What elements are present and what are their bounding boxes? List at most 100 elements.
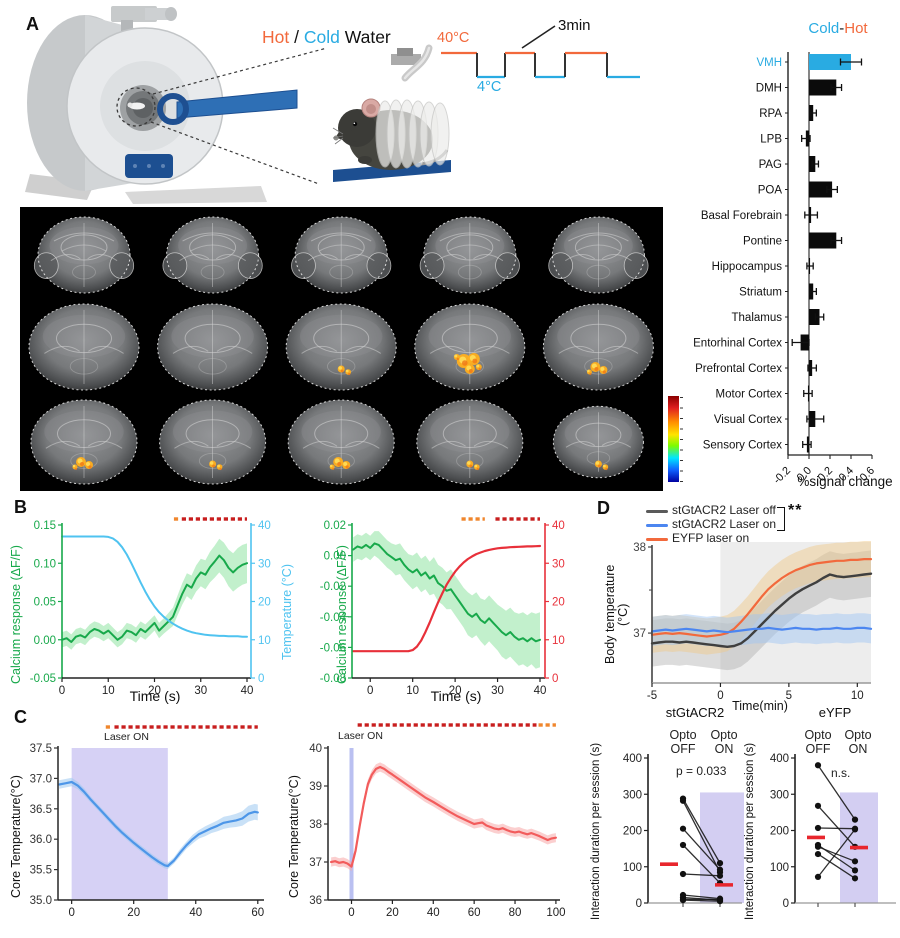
activation-blob xyxy=(599,366,608,374)
header-opto-on-right: Opto ON xyxy=(844,728,872,757)
activation-blob xyxy=(590,362,601,372)
brain-slice xyxy=(28,303,140,391)
x-tick-label: 40 xyxy=(189,907,202,919)
c-right-ylabel: Core Temperature(°C) xyxy=(287,775,301,899)
x-tick-label: 60 xyxy=(251,907,264,919)
data-point-off xyxy=(814,802,822,809)
y-tick-label: 35.5 xyxy=(30,865,52,877)
legend-swatch-laser-on xyxy=(646,524,668,527)
panel-b-label: B xyxy=(14,497,27,517)
y2-tick-label: 0 xyxy=(258,673,264,685)
chart-body-temperature: -5 0 5 10 37 38 xyxy=(633,541,873,702)
y-tick-label: 36.5 xyxy=(30,804,52,816)
chart-signal-change-bars: VMH DMH RPA LPB PAG POA Basal Forebrain Pontine… xyxy=(693,52,877,487)
y-tick-label: 0 xyxy=(783,898,789,910)
y-tick-label: 37 xyxy=(309,857,322,869)
brain-slice xyxy=(291,216,392,294)
bar-category-label: DMH xyxy=(756,83,782,95)
shaded-region xyxy=(71,748,168,900)
b-left-ylabel: Calcium response (ΔF/F) xyxy=(9,545,23,685)
series-temperature xyxy=(61,535,248,638)
y2-tick-label: 20 xyxy=(552,597,565,609)
group-label-stgtacr2: stGtACR2 xyxy=(665,705,725,720)
data-point-on xyxy=(716,866,724,873)
y2-tick-label: 10 xyxy=(258,635,271,647)
colorbar-ticks xyxy=(680,397,683,482)
activation-blob xyxy=(333,457,344,467)
paired-line xyxy=(817,764,856,820)
y-tick-label: 0 xyxy=(636,898,642,910)
protocol-low-label: 4°C xyxy=(477,79,502,95)
activation-colorbar xyxy=(668,396,679,482)
x-tick-label: 80 xyxy=(509,907,522,919)
panel-a-label: A xyxy=(26,14,39,34)
bar xyxy=(809,79,837,96)
hot-label: Hot xyxy=(262,27,290,47)
y-tick-label: -0.04 xyxy=(320,612,347,624)
scanner-vent-cap xyxy=(165,7,177,21)
x-tick-label: 20 xyxy=(127,907,140,919)
data-point-on xyxy=(851,826,859,833)
bolt xyxy=(161,164,165,168)
y2-tick-label: 40 xyxy=(258,520,271,532)
x-tick-label: 100 xyxy=(546,907,565,919)
chart-calcium-response-cold: 0 10 20 30 40 -0.05 0.00 0.05 0.10 0.15 0 10 20 30 40 xyxy=(30,517,271,697)
x-tick-label: 30 xyxy=(491,685,504,697)
core-temperature-band xyxy=(331,762,556,872)
slash: / xyxy=(294,27,299,47)
y-tick-label: 0.10 xyxy=(34,558,56,570)
y-tick-label: 200 xyxy=(623,826,642,838)
duration-pointer xyxy=(521,25,556,49)
y-tick-label: 400 xyxy=(623,753,642,765)
bar-legend: Cold-Hot xyxy=(782,20,894,37)
bar-category-label: Sensory Cortex xyxy=(703,440,783,452)
b-right-ylabel: Calcium response (ΔF/F) xyxy=(335,545,349,685)
data-point-off xyxy=(814,843,822,850)
mri-scanner-illustration xyxy=(25,6,328,204)
bore-ring xyxy=(157,93,189,125)
significance-stars: ** xyxy=(788,502,803,519)
bed-rail xyxy=(333,160,451,182)
activation-blob xyxy=(329,464,335,470)
header-opto-off-left: Opto OFF xyxy=(669,728,697,757)
activation-blob xyxy=(209,460,217,468)
mouse-eye xyxy=(352,121,358,127)
laser-onset-marker xyxy=(349,748,354,900)
series-eyfp-laser-on xyxy=(650,558,873,638)
paired-line xyxy=(682,894,721,900)
data-point-off xyxy=(679,797,687,804)
brain-slice xyxy=(542,303,654,391)
bolt xyxy=(133,164,137,168)
activation-blob xyxy=(475,364,482,371)
temperature-protocol-diagram xyxy=(441,25,640,79)
brain-slice xyxy=(548,216,649,294)
x-tick-label: 40 xyxy=(427,907,440,919)
series-stgtacr2-laser-on xyxy=(650,626,873,634)
x-tick-label: 10 xyxy=(406,685,419,697)
cold-label: Cold xyxy=(303,27,340,47)
y-tick-label: 37.5 xyxy=(30,743,52,755)
y-tick-label: 100 xyxy=(770,862,789,874)
activation-blob xyxy=(337,365,345,373)
legend-cold: Cold xyxy=(808,20,840,37)
chart-interaction-eyfp: 0 100 200 300 400 xyxy=(770,753,896,910)
activation-blob xyxy=(85,461,93,469)
brain-slice xyxy=(414,303,526,391)
b-right-xlabel: Time (s) xyxy=(430,688,482,704)
paired-line xyxy=(682,800,721,873)
panel-d-label: D xyxy=(597,498,610,518)
data-point-on xyxy=(851,867,859,874)
chart-interaction-stgtacr2: 0 100 200 300 400 xyxy=(623,753,744,910)
d-top-ylabel: Body temperature (°C) xyxy=(603,564,631,665)
bar xyxy=(809,181,833,198)
activation-blob xyxy=(345,369,352,376)
y-tick-label: 300 xyxy=(623,789,642,801)
brain-slice xyxy=(552,405,644,479)
mouse-in-bore xyxy=(129,102,145,110)
x-tick-label: 0 xyxy=(367,685,373,697)
laser-on-label: Laser ON xyxy=(104,731,149,743)
mouse-in-bore-head xyxy=(127,102,133,108)
y-tick-label: 36.0 xyxy=(30,834,52,846)
bar-category-label: Visual Cortex xyxy=(714,414,782,426)
